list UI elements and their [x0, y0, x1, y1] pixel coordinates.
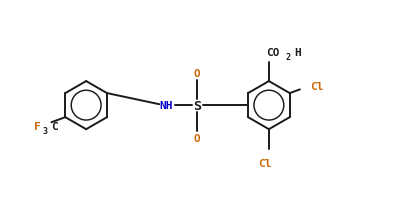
Text: 3: 3 [42, 126, 47, 135]
Text: S: S [193, 99, 201, 112]
Text: 2: 2 [286, 53, 291, 62]
Text: C: C [51, 121, 58, 131]
Text: NH: NH [160, 101, 173, 110]
Text: CO: CO [267, 48, 280, 58]
Text: H: H [294, 48, 301, 58]
Text: Cl: Cl [259, 158, 272, 168]
Text: O: O [194, 68, 201, 78]
Text: Cl: Cl [310, 81, 324, 91]
Text: O: O [194, 133, 201, 143]
Text: F: F [34, 121, 40, 131]
